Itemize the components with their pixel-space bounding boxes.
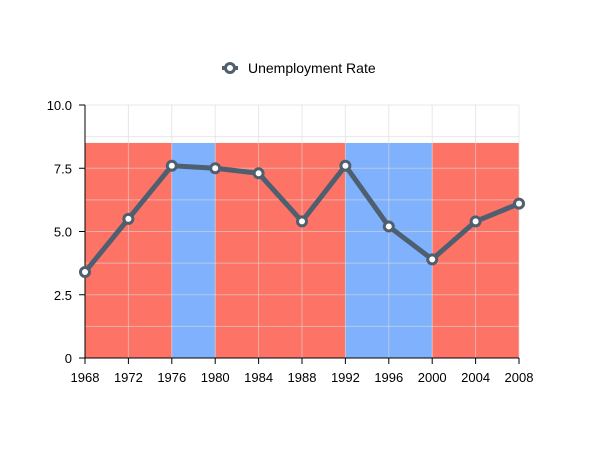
x-tick-label-6: 1992 (331, 370, 360, 385)
data-point-1996 (382, 220, 395, 233)
data-point-1988 (296, 215, 308, 228)
data-point-2008 (513, 197, 525, 210)
legend-marker (224, 62, 236, 74)
y-tick-label-0: 0 (65, 351, 72, 366)
x-tick-label-8: 2000 (418, 370, 447, 385)
data-point-1992 (339, 159, 352, 172)
data-point-1984 (252, 167, 265, 180)
y-tick-label-3: 7.5 (54, 161, 72, 176)
x-tick-label-7: 1996 (374, 370, 403, 385)
data-points (79, 159, 525, 278)
legend-label: Unemployment Rate (248, 60, 376, 76)
x-tick-label-5: 1988 (288, 370, 317, 385)
background-band-1 (171, 142, 216, 358)
x-tick-label-0: 1968 (71, 370, 100, 385)
data-point-2004 (469, 215, 482, 228)
x-tick-label-4: 1984 (244, 370, 273, 385)
data-point-1976 (165, 159, 178, 172)
x-tick-labels: 1968 1972 1976 1980 1984 1988 1992 1996 2000 2004… (71, 370, 534, 385)
x-tick-label-9: 2004 (461, 370, 490, 385)
y-tick-labels: 0 2.5 5.0 7.5 10.0 (47, 98, 72, 366)
data-point-1972 (122, 212, 135, 225)
y-tick-label-1: 2.5 (54, 288, 72, 303)
x-tick-label-3: 1980 (201, 370, 230, 385)
axes (79, 104, 520, 364)
data-point-1968 (79, 265, 91, 278)
grid-lines (85, 104, 520, 358)
background-band-2 (215, 142, 346, 358)
y-tick-label-4: 10.0 (47, 98, 72, 113)
data-point-1980 (209, 162, 222, 175)
x-tick-label-1: 1972 (114, 370, 143, 385)
legend: Unemployment Rate (222, 60, 376, 76)
y-tick-label-2: 5.0 (54, 225, 72, 240)
x-tick-label-2: 1976 (157, 370, 186, 385)
data-point-2000 (426, 253, 439, 266)
x-tick-label-10: 2008 (505, 370, 534, 385)
